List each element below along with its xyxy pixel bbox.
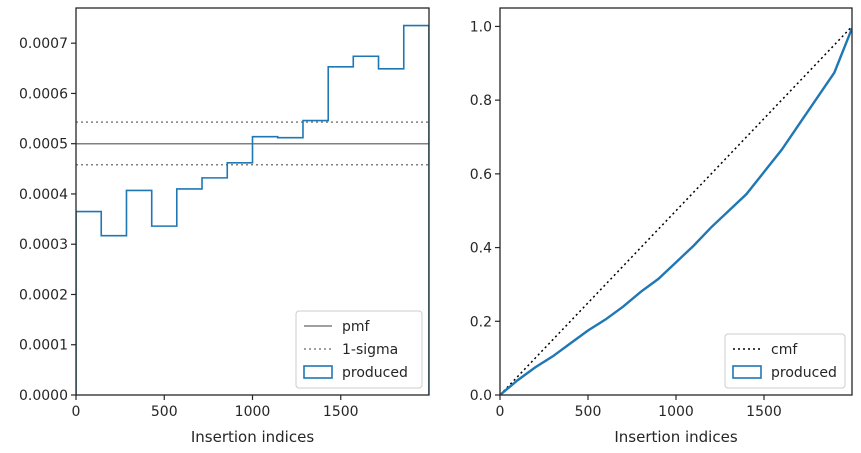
x-tick-label: 500 <box>151 404 178 420</box>
left-chart-panel: 0 500 1000 1500 0.0000 0.0001 0.0002 0.0003 0.00… <box>19 7 430 446</box>
y-tick-label: 0.0006 <box>19 86 68 102</box>
x-tick-label: 1500 <box>746 404 782 420</box>
y-tick-label: 0.0001 <box>19 338 68 354</box>
x-tick-label: 0 <box>72 404 81 420</box>
x-axis-label: Insertion indices <box>191 428 314 446</box>
plot-area <box>500 25 852 395</box>
right-chart-panel: 0 500 1000 1500 0.0 0.2 0.4 0.6 0.8 1.0 Insertion … <box>470 7 853 446</box>
legend-box <box>295 310 423 389</box>
y-tick-label: 0.0002 <box>19 287 68 303</box>
y-tick-label: 0.0005 <box>19 137 68 153</box>
legend: cmf produced <box>724 333 846 389</box>
y-tick-label: 0.0 <box>470 388 492 404</box>
x-axis-label: Insertion indices <box>614 428 737 446</box>
legend-label: 1-sigma <box>342 342 398 358</box>
legend: pmf 1-sigma produced <box>295 310 423 389</box>
y-tick-label: 0.0003 <box>19 237 68 253</box>
legend-label: produced <box>771 365 837 381</box>
produced-histogram-step <box>76 24 429 395</box>
legend-handle-patch <box>303 365 333 379</box>
legend-label: produced <box>342 365 408 381</box>
y-tick-label: 0.4 <box>470 241 492 257</box>
x-tick-label: 1000 <box>235 404 271 420</box>
y-tick-label: 0.2 <box>470 314 492 330</box>
x-tick-label: 1000 <box>658 404 694 420</box>
y-tick-label: 0.0004 <box>19 187 68 203</box>
legend-label: pmf <box>342 319 371 335</box>
legend-box <box>724 333 846 389</box>
plot-area <box>76 24 429 395</box>
y-tick-label: 0.6 <box>470 167 492 183</box>
x-tick-label: 0 <box>496 404 505 420</box>
x-tick-label: 500 <box>575 404 602 420</box>
y-tick-label: 0.8 <box>470 93 492 109</box>
x-tick-label: 1500 <box>323 404 359 420</box>
y-tick-label: 0.0007 <box>19 36 68 52</box>
legend-handle-patch <box>732 365 762 379</box>
y-tick-label: 0.0000 <box>19 388 68 404</box>
y-tick-label: 1.0 <box>470 19 492 35</box>
produced-cumulative-line <box>500 27 852 395</box>
legend-label: cmf <box>771 342 798 358</box>
